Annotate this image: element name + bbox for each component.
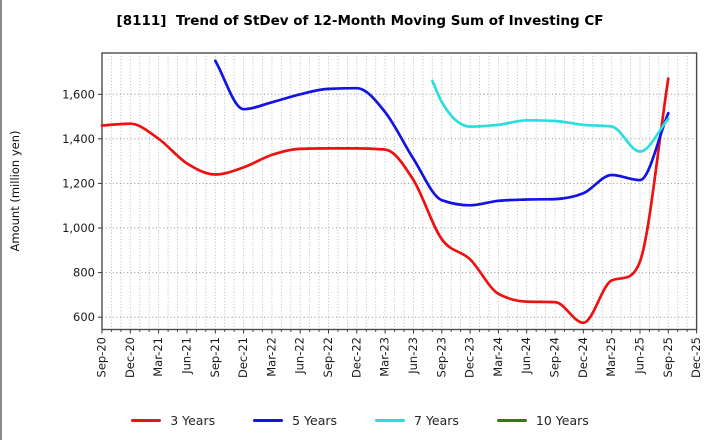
x-tick-label: Dec-24 [576, 337, 590, 378]
x-tick-label: Sep-21 [208, 337, 222, 377]
x-tick-label: Mar-22 [264, 337, 278, 377]
x-tick-label: Jun-24 [519, 337, 533, 375]
legend-item-3-years: 3 Years [131, 413, 215, 428]
y-tick-label: 600 [73, 310, 95, 324]
plot-area: 600 800 1,000 1,200 1,400 1,600 Sep-20 Dec-20 Ma… [62, 52, 703, 378]
x-tick-label: Dec-25 [689, 337, 703, 378]
legend-swatch-7-years [375, 418, 406, 422]
x-tick-label: Jun-22 [293, 337, 307, 375]
legend-label-3-years: 3 Years [170, 412, 216, 428]
legend-swatch-3-years [131, 418, 162, 422]
window-left-edge [0, 0, 2, 440]
x-tick-label: Sep-20 [95, 337, 109, 377]
x-tick-label: Sep-24 [548, 337, 562, 377]
x-tick-label: Sep-23 [434, 337, 448, 377]
x-tick-label: Mar-25 [604, 337, 618, 377]
legend-swatch-10-years [496, 418, 527, 422]
x-tick-label: Dec-23 [463, 337, 477, 378]
x-tick-label: Dec-22 [349, 337, 363, 378]
legend-label-5-years: 5 Years [292, 412, 338, 428]
x-tick-label: Sep-25 [661, 337, 675, 377]
x-tick-label: Jun-21 [179, 337, 193, 375]
series-line-7-years [431, 79, 670, 153]
series-line-5-years [213, 59, 670, 207]
legend-swatch-5-years [253, 418, 284, 422]
x-tick-label: Mar-24 [491, 337, 505, 377]
legend-item-5-years: 5 Years [253, 413, 337, 428]
legend-label-10-years: 10 Years [535, 412, 589, 428]
plot-frame [101, 52, 698, 331]
y-tick-label: 1,600 [62, 87, 95, 101]
legend-label-7-years: 7 Years [414, 412, 459, 428]
y-tick-label: 1,400 [62, 132, 95, 146]
x-tick-label: Sep-22 [321, 337, 335, 377]
y-tick-label: 800 [73, 266, 95, 280]
x-tick-label: Dec-21 [236, 337, 250, 378]
legend: 3 Years 5 Years 7 Years 10 Years [0, 407, 720, 433]
x-tick-label: Mar-21 [151, 337, 165, 377]
x-tick-label: Jun-23 [406, 337, 420, 375]
x-tick-label: Mar-23 [378, 337, 392, 377]
legend-item-7-years: 7 Years [375, 413, 459, 428]
x-tick-label: Jun-25 [632, 337, 646, 375]
y-axis-label: Amount (million yen) [8, 130, 22, 252]
series-line-3-years [100, 77, 670, 325]
y-tick-label: 1,200 [62, 176, 95, 190]
x-tick-label: Dec-20 [123, 337, 137, 378]
chart-title: [8111] Trend of StDev of 12-Month Moving… [116, 13, 604, 29]
y-tick-label: 1,000 [62, 221, 95, 235]
legend-item-10-years: 10 Years [496, 412, 589, 428]
